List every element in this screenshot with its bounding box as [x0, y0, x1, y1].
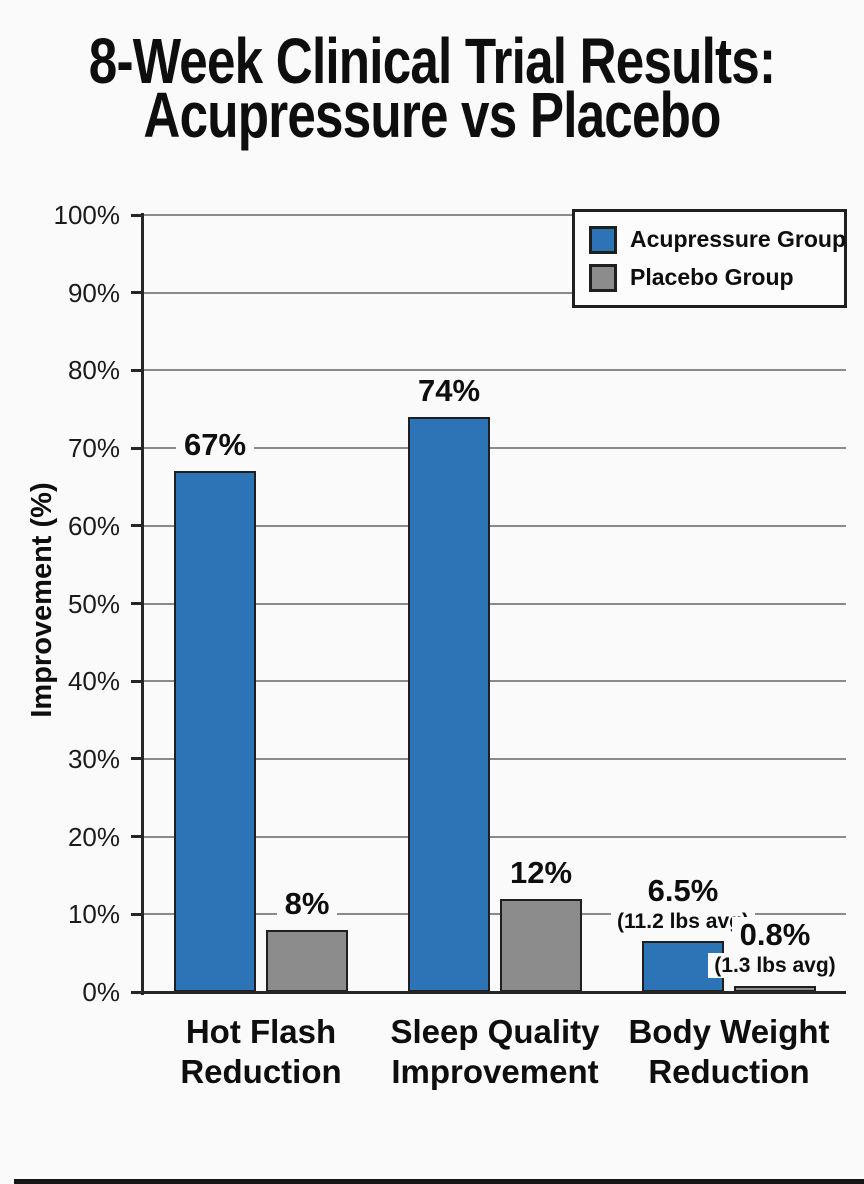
legend-item-acupressure: Acupressure Group	[589, 225, 846, 254]
gridline-60	[144, 524, 846, 527]
y-axis-line	[141, 213, 144, 995]
chart-title: 8-Week Clinical Trial Results: Acupressu…	[0, 25, 864, 151]
gridline-100	[144, 214, 846, 216]
y-tick-label-90: 90%	[67, 277, 120, 308]
y-tick-label-40: 40%	[67, 666, 120, 697]
bottom-border-bar	[14, 1179, 864, 1184]
y-tick-30	[131, 757, 144, 761]
gridline-40	[144, 680, 846, 683]
bar-acupressure-group-sleep-quality-improvement	[408, 417, 490, 992]
y-tick-label-0: 0%	[82, 977, 120, 1007]
chart-title-line-1: 8-Week Clinical Trial Results:	[88, 25, 776, 97]
x-category-line: Reduction	[180, 1053, 342, 1091]
x-category-label-sleep-quality-improvement: Sleep Quality Improvement	[365, 1012, 625, 1093]
y-tick-20	[131, 835, 144, 839]
y-tick-label-80: 80%	[67, 355, 120, 386]
chart-title-line-2: Acupressure vs Placebo	[143, 79, 721, 151]
x-category-line: Hot Flash	[185, 1013, 337, 1050]
gridline-30	[144, 757, 846, 760]
x-axis-line	[141, 991, 846, 994]
bar-value-label-placebo-group-hot-flash-reduction: 8%	[197, 885, 417, 922]
gridline-80	[144, 369, 846, 372]
legend-label-placebo: Placebo Group	[630, 264, 794, 290]
gridline-90	[144, 291, 846, 294]
gridline-20	[144, 835, 846, 838]
bar-value-label-acupressure-group-sleep-quality-improvement: 74%	[339, 373, 559, 410]
bar-value-label-placebo-group-body-weight-reduction: 0.8% (1.3 lbs avg)	[665, 916, 864, 978]
acupressure-swatch-icon	[589, 225, 617, 254]
bar-value-text: 8%	[276, 885, 338, 922]
placebo-swatch-icon	[589, 263, 617, 292]
y-tick-label-60: 60%	[67, 510, 120, 541]
bar-value-text: 74%	[409, 373, 489, 410]
y-tick-0	[131, 990, 144, 994]
bar-acupressure-group-hot-flash-reduction	[174, 471, 256, 992]
legend-item-placebo: Placebo Group	[589, 263, 844, 292]
y-tick-50	[131, 602, 144, 605]
x-category-label-body-weight-reduction: Body Weight Reduction	[599, 1012, 859, 1093]
gridline-50	[144, 602, 846, 605]
x-category-line: Body Weight	[628, 1013, 830, 1050]
legend-box: Acupressure Group Placebo Group	[572, 209, 847, 308]
y-tick-label-30: 30%	[67, 743, 120, 774]
bar-value-text: 12%	[501, 854, 581, 891]
y-tick-100	[131, 213, 144, 217]
legend-label-acupressure: Acupressure Group	[630, 226, 846, 252]
y-tick-label-100: 100%	[53, 200, 121, 230]
bar-value-label-placebo-group-sleep-quality-improvement: 12%	[431, 854, 651, 891]
bar-value-subtext: (1.3 lbs avg)	[708, 952, 842, 978]
bar-placebo-group-sleep-quality-improvement	[500, 898, 582, 992]
bar-placebo-group-body-weight-reduction	[734, 985, 816, 992]
bar-value-text: 0.8%	[731, 916, 819, 953]
bar-placebo-group-hot-flash-reduction	[266, 929, 348, 992]
y-tick-90	[131, 291, 144, 295]
y-tick-10	[131, 912, 144, 916]
y-tick-40	[131, 679, 144, 683]
gridline-70	[144, 447, 846, 450]
x-category-line: Sleep Quality	[390, 1013, 600, 1050]
x-category-line: Reduction	[648, 1053, 810, 1091]
bar-value-label-acupressure-group-body-weight-reduction: 6.5% (11.2 lbs avg)	[573, 872, 793, 934]
y-tick-label-50: 50%	[67, 588, 120, 619]
x-category-label-hot-flash-reduction: Hot Flash Reduction	[131, 1012, 391, 1093]
bar-value-subtext: (11.2 lbs avg)	[611, 908, 755, 934]
bar-value-label-acupressure-group-hot-flash-reduction: 67%	[105, 427, 325, 464]
y-tick-label-70: 70%	[67, 433, 120, 464]
y-tick-label-20: 20%	[67, 821, 120, 852]
x-category-line: Improvement	[391, 1053, 599, 1091]
y-tick-70	[131, 446, 144, 450]
y-tick-80	[131, 368, 144, 372]
y-tick-60	[131, 524, 144, 528]
y-tick-label-10: 10%	[67, 899, 120, 930]
bar-value-text: 67%	[175, 427, 255, 464]
gridline-10	[144, 913, 846, 916]
bar-value-text: 6.5%	[639, 872, 727, 909]
